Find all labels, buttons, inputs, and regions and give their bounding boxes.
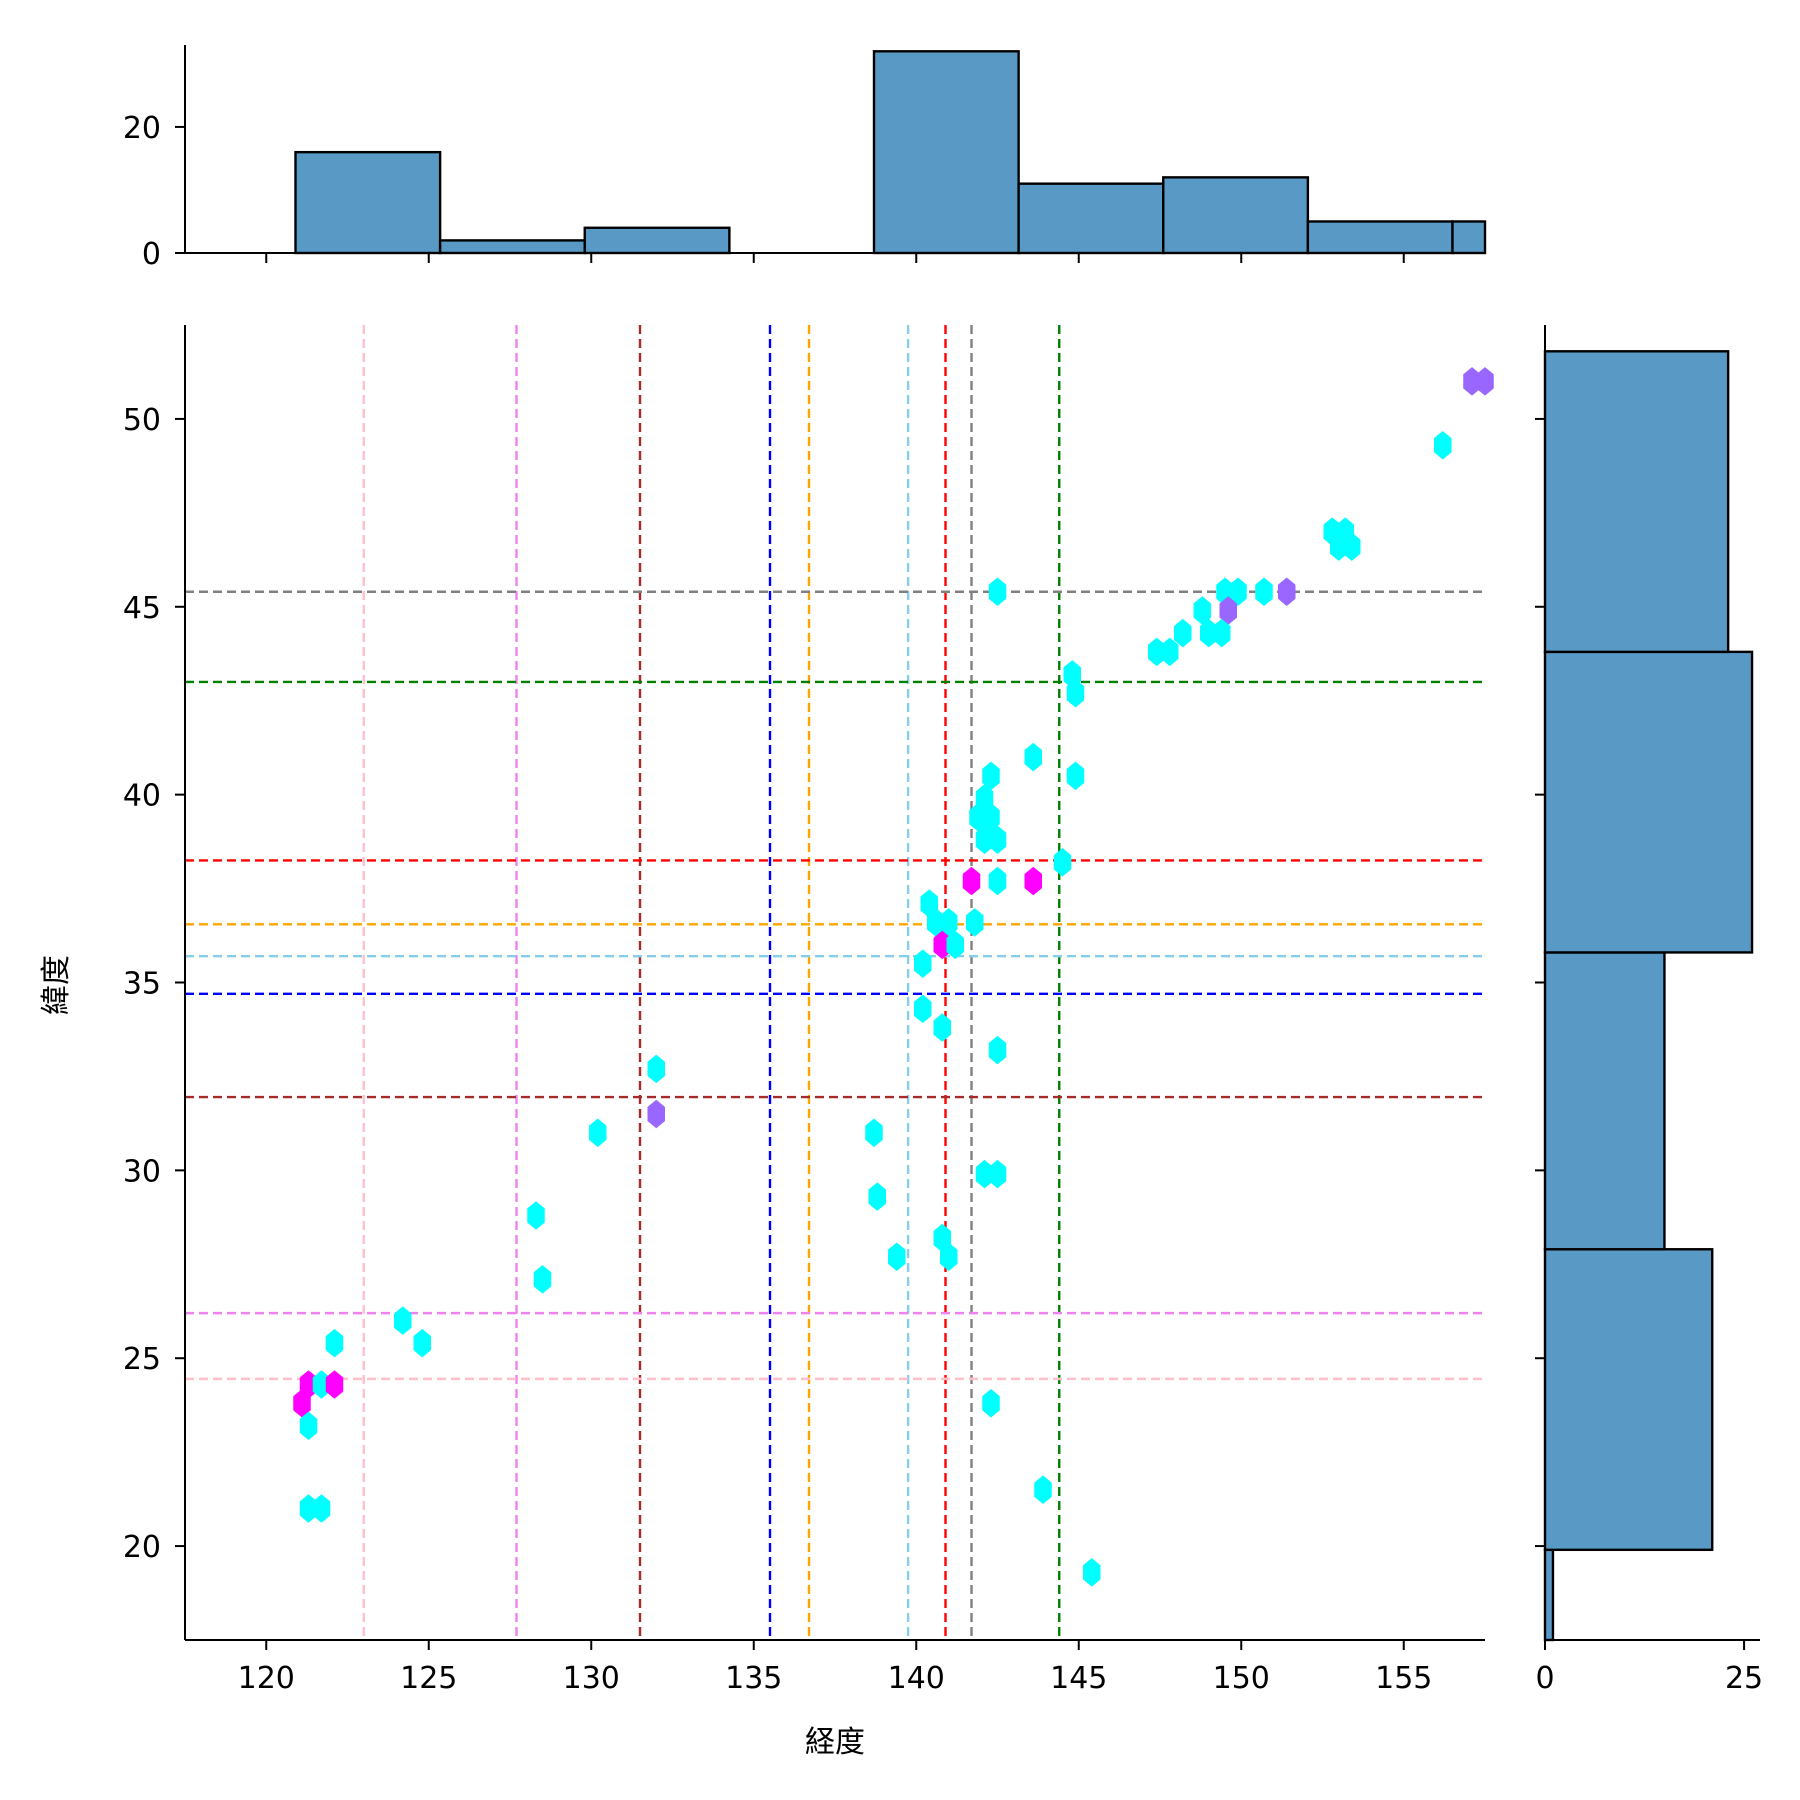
hexbin-cell: [982, 1388, 1000, 1418]
hexbin-cell: [868, 1182, 886, 1211]
histogram-bar: [1451, 220, 1487, 255]
histogram-bar: [1162, 176, 1310, 255]
hexbin-cell: [1148, 637, 1166, 667]
hexbin-cell: [1434, 430, 1452, 460]
hexbin-cell: [1343, 532, 1361, 561]
hexbin-cell: [1034, 1475, 1052, 1505]
y-tick-label: 35: [123, 967, 161, 1002]
hexbin-cell: [1024, 742, 1042, 772]
x-tick-label: 145: [1050, 1661, 1107, 1696]
hexbin-cell: [1066, 678, 1085, 708]
hexbin-cell: [946, 930, 964, 960]
x-tick-label: 135: [725, 1661, 782, 1696]
y-tick-label: 25: [123, 1342, 161, 1377]
hexbin-cell: [589, 1118, 607, 1148]
hexbin-cell: [988, 1035, 1007, 1065]
hexbin-cell: [914, 949, 932, 979]
histogram-bar: [1543, 1248, 1714, 1552]
hexbin-cell: [988, 577, 1007, 607]
x-tick-label: 140: [888, 1661, 945, 1696]
histogram-bar: [438, 239, 586, 255]
hexbin-cell: [647, 1054, 665, 1084]
hexbin-cell: [933, 1013, 951, 1042]
y-tick-label: 45: [123, 591, 161, 626]
hexbin-cell: [940, 1242, 958, 1272]
y-tick-label: 40: [123, 779, 161, 814]
hexbin-cell: [988, 825, 1007, 855]
histogram-bar: [1543, 951, 1666, 1251]
hexbin-cell: [988, 866, 1007, 896]
hexbin-cell: [1229, 577, 1247, 607]
histogram-bar: [1543, 350, 1730, 654]
histogram-bar: [583, 226, 731, 255]
marginal-y-histogram: 0 25: [1535, 325, 1763, 1696]
x-tick-label: 120: [238, 1661, 295, 1696]
hexbin-cell: [312, 1494, 331, 1523]
hexbin-cell: [325, 1328, 344, 1358]
y-axis-title: 緯度: [39, 955, 74, 1015]
histogram-bar: [1017, 182, 1165, 255]
histogram-bar: [294, 150, 442, 255]
hexbin-cell: [1053, 847, 1072, 877]
marginal-y-count-tick-label: 0: [1535, 1661, 1554, 1696]
hexbin-cell: [966, 908, 984, 937]
hexbin-cell: [325, 1370, 344, 1399]
hexbin-cell: [914, 994, 932, 1024]
marginal-x-count-tick-label: 20: [123, 111, 161, 146]
marginal-x-histogram: 0 20: [123, 45, 1487, 272]
hexbin-cell: [527, 1201, 545, 1230]
hexbin-cell: [1255, 577, 1273, 607]
x-axis-title: 経度: [805, 1725, 865, 1760]
x-tick-label: 155: [1375, 1661, 1432, 1696]
hexbin-cells: [293, 367, 1494, 1587]
histogram-bar: [872, 50, 1020, 255]
main-axes: 120 125 130 135 140 145 150 155 20 25 30 35 40 45 50: [123, 325, 1485, 1696]
hexbin-cell: [394, 1306, 412, 1335]
x-tick-label: 150: [1213, 1661, 1270, 1696]
hexbin-cell: [1083, 1558, 1101, 1587]
y-tick-label: 30: [123, 1154, 161, 1189]
histogram-bar: [1306, 220, 1454, 255]
hexbin-cell: [299, 1411, 318, 1441]
histogram-bar: [1543, 650, 1754, 954]
hexbin-cell: [533, 1264, 552, 1294]
hexbin-cell: [1024, 866, 1042, 896]
hexbin-cell: [1278, 577, 1296, 607]
hexbin-cell: [413, 1328, 431, 1358]
hexbin-cell: [1476, 367, 1494, 396]
histogram-bar: [1543, 1548, 1555, 1642]
marginal-y-count-tick-label: 25: [1725, 1661, 1763, 1696]
y-tick-label: 50: [123, 403, 161, 438]
vertical-reference-lines: [362, 325, 1061, 1640]
hexbin-cell: [1213, 618, 1231, 648]
hexbin-cell: [962, 866, 981, 896]
marginal-x-count-tick-label: 0: [142, 237, 161, 272]
hexbin-cell: [988, 1159, 1007, 1189]
x-tick-label: 125: [400, 1661, 457, 1696]
main-hexbin-plot: 120 125 130 135 140 145 150 155 20 25 30 35 40 45 50: [123, 325, 1494, 1696]
hexbin-cell: [865, 1118, 883, 1148]
x-tick-label: 130: [563, 1661, 620, 1696]
hexbin-cell: [1066, 761, 1085, 791]
hexbin-cell: [888, 1242, 906, 1272]
hexbin-cell: [1174, 618, 1192, 648]
y-tick-label: 20: [123, 1530, 161, 1565]
hexbin-cell: [647, 1099, 665, 1129]
